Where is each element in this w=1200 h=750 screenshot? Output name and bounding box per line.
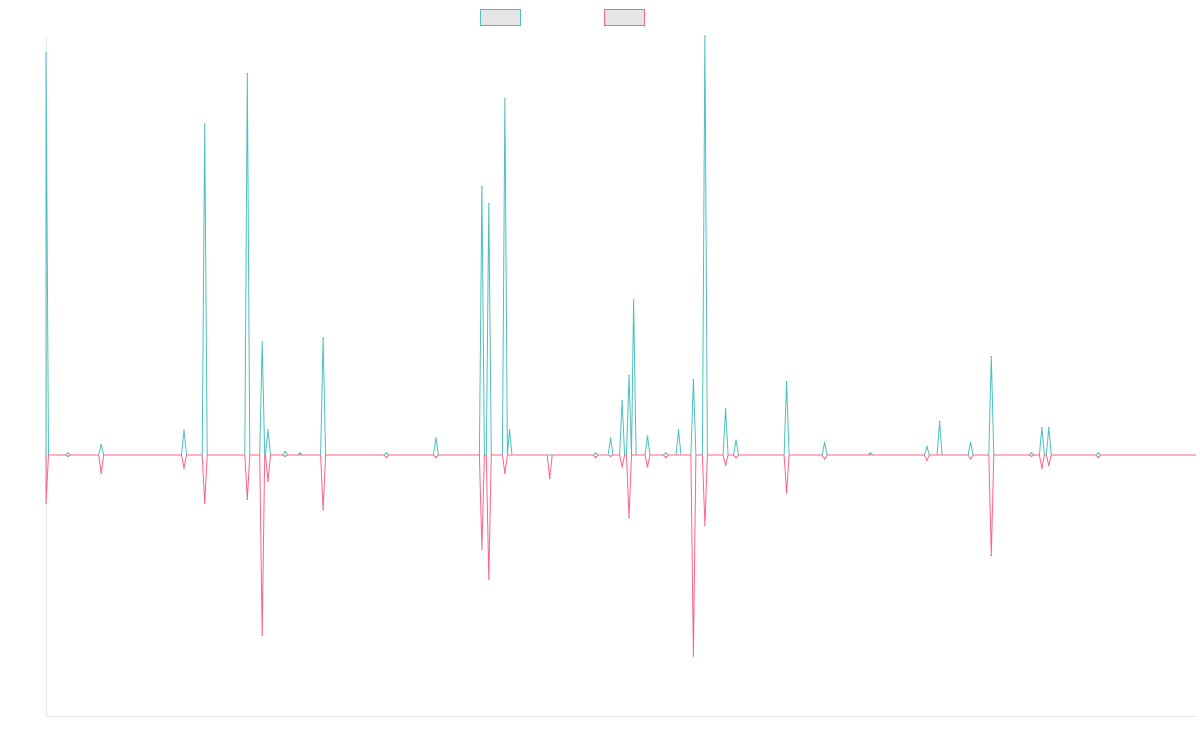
data-point-series-1-30[interactable] [785,380,788,383]
data-point-series-1-16[interactable] [504,98,506,100]
data-point-series-2-2[interactable] [67,455,69,458]
data-point-series-1-39[interactable] [1048,427,1050,429]
data-point-series-2-27[interactable] [785,492,788,494]
data-point-series-1-34[interactable] [938,420,941,423]
data-point-series-1-40[interactable] [1097,452,1100,454]
data-point-series-1-4[interactable] [183,429,185,431]
data-point-series-2-7[interactable] [261,634,264,636]
series-layer [45,35,1196,657]
data-point-series-2-19[interactable] [621,465,623,468]
data-point-series-2-29[interactable] [926,459,928,462]
data-point-series-2-33[interactable] [1041,467,1043,469]
data-point-series-2-35[interactable] [1097,456,1100,459]
data-point-series-2-4[interactable] [183,467,185,469]
data-point-series-1-37[interactable] [1030,452,1033,454]
data-point-series-2-32[interactable] [1030,455,1033,458]
legend-swatch-series-1[interactable] [480,9,521,26]
data-point-series-1-19[interactable] [609,437,612,440]
data-point-series-1-36[interactable] [990,355,993,358]
data-point-series-2-9[interactable] [284,455,287,458]
data-point-series-2-21[interactable] [646,465,649,468]
data-point-series-2-5[interactable] [203,502,206,505]
data-point-series-1-9[interactable] [284,450,287,453]
data-point-series-2-24[interactable] [704,524,706,527]
data-point-series-2-15[interactable] [504,472,506,475]
data-point-series-2-20[interactable] [628,516,630,519]
data-point-series-1-33[interactable] [926,445,928,448]
data-point-series-2-12[interactable] [435,456,437,459]
data-point-series-2-16[interactable] [548,477,551,480]
data-point-series-1-27[interactable] [704,35,706,37]
data-point-series-1-20[interactable] [621,399,623,402]
data-point-series-1-25[interactable] [677,429,680,431]
data-point-series-1-29[interactable] [735,439,737,442]
legend-swatch-series-2[interactable] [604,9,645,26]
data-point-series-2-17[interactable] [594,456,597,459]
data-point-series-2-8[interactable] [267,480,269,482]
data-point-series-2-6[interactable] [246,498,249,501]
data-point-series-1-35[interactable] [969,441,972,444]
data-point-series-2-28[interactable] [823,458,826,460]
data-point-series-1-38[interactable] [1041,427,1043,429]
data-point-series-2-34[interactable] [1048,464,1050,467]
data-point-series-1-32[interactable] [869,452,872,454]
data-point-series-2-13[interactable] [481,548,483,550]
data-point-series-1-8[interactable] [267,429,269,431]
data-point-series-1-17[interactable] [508,429,511,431]
data-point-series-1-12[interactable] [385,452,388,454]
data-point-series-1-2[interactable] [67,452,69,454]
data-point-series-2-14[interactable] [488,578,490,580]
data-point-series-1-5[interactable] [203,123,206,125]
data-point-series-1-11[interactable] [322,336,324,339]
data-point-series-2-30[interactable] [969,458,972,460]
data-point-series-1-15[interactable] [488,202,490,205]
data-point-series-2-25[interactable] [724,464,727,467]
data-point-series-2-23[interactable] [692,655,695,657]
data-point-series-1-22[interactable] [632,299,635,301]
data-point-series-1-28[interactable] [724,408,727,410]
data-point-series-1-13[interactable] [435,437,437,440]
data-point-series-2-26[interactable] [735,456,737,459]
data-point-series-1-18[interactable] [594,452,597,454]
data-point-series-2-22[interactable] [665,456,667,459]
data-point-series-1-14[interactable] [481,186,483,188]
data-point-series-1-23[interactable] [646,435,649,437]
data-point-series-2-3[interactable] [100,472,102,475]
series-line-1 [45,35,1196,456]
data-point-series-1-7[interactable] [261,341,264,343]
data-point-series-1-21[interactable] [628,374,630,377]
data-point-series-1-24[interactable] [665,452,667,454]
series-line-2 [45,454,1196,657]
data-point-series-2-1[interactable] [45,502,47,505]
data-point-series-1-26[interactable] [692,378,695,381]
data-point-series-1-6[interactable] [246,72,249,75]
data-point-series-2-10[interactable] [322,509,324,511]
data-point-series-2-11[interactable] [385,456,388,459]
data-point-series-1-10[interactable] [299,452,301,454]
data-point-series-2-31[interactable] [990,554,993,557]
legend [480,9,645,26]
data-point-series-1-3[interactable] [100,443,102,446]
data-point-series-2-18[interactable] [609,455,612,458]
data-point-series-1-1[interactable] [45,52,47,54]
data-point-series-1-31[interactable] [823,441,826,444]
